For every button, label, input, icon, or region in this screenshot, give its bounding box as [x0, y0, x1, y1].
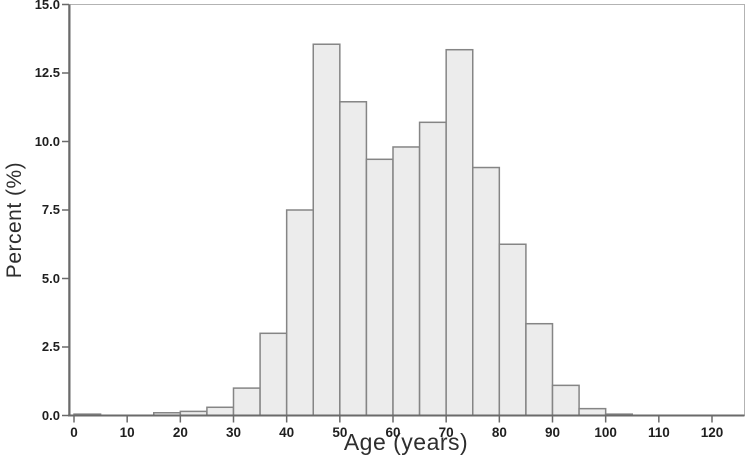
histogram-bar	[472, 166, 501, 417]
histogram-bar	[418, 121, 447, 417]
histogram-bar	[206, 406, 235, 417]
histogram-bar	[498, 243, 527, 417]
histogram-bar	[445, 48, 474, 417]
histogram-bar	[232, 387, 261, 417]
histogram-bar	[259, 332, 288, 417]
histogram-bar	[578, 407, 607, 417]
histogram-bar	[551, 384, 580, 417]
histogram-bar	[365, 158, 394, 417]
histogram-bar	[339, 101, 368, 417]
histogram-bar	[312, 43, 341, 417]
histogram-bar	[525, 322, 554, 417]
histogram-bar	[392, 146, 421, 417]
histogram-bar	[285, 209, 314, 417]
